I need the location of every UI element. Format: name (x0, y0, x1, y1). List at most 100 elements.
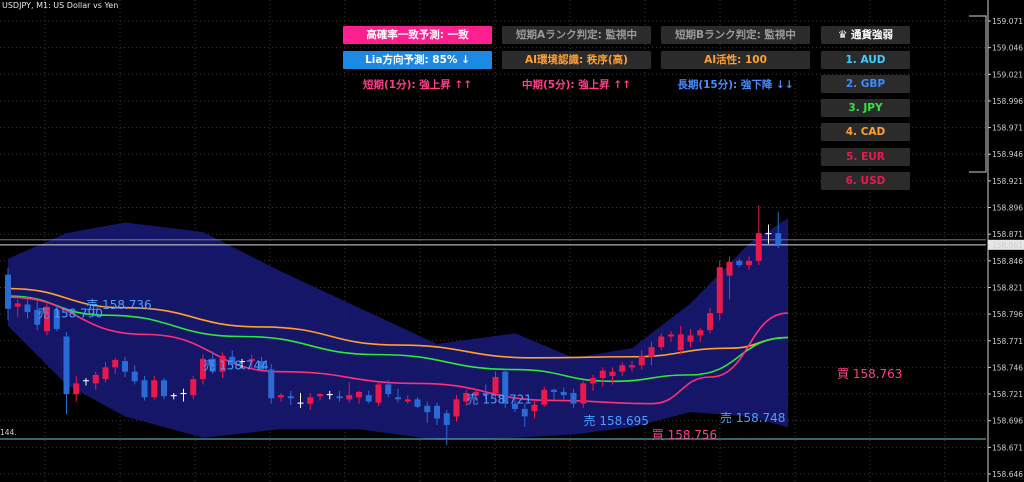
candle-body (629, 365, 635, 368)
candle-body (190, 379, 197, 396)
price-tick-label: 158.971 (992, 124, 1023, 133)
candle-body (375, 384, 382, 403)
candle-body (609, 371, 616, 376)
candle-body (336, 396, 343, 399)
strength-rank-1[interactable]: 1. AUD (821, 51, 910, 69)
price-tick-label: 158.846 (992, 257, 1023, 266)
candle-body (473, 391, 479, 396)
candle-body (170, 395, 177, 397)
candle-body (287, 396, 294, 399)
window-title: USDJPY, M1: US Dollar vs Yen (2, 1, 119, 10)
ai-activity[interactable]: AI活性: 100 (661, 51, 810, 69)
candle-body (34, 309, 41, 325)
crown-icon: ♛ (837, 29, 848, 41)
ma-mid-line (7, 295, 789, 383)
candle-body (24, 304, 31, 312)
candle-body (716, 267, 723, 314)
candle-body (599, 370, 606, 379)
candle-body (385, 384, 392, 395)
price-tick-label: 158.821 (992, 283, 1023, 292)
candle-body (648, 347, 655, 357)
candle-body (356, 391, 362, 398)
candle-body (268, 369, 275, 399)
price-tick-label: 158.696 (992, 417, 1023, 426)
rank-b-status[interactable]: 短期Bランク判定: 監視中 (661, 26, 810, 44)
price-tick-label: 158.921 (992, 177, 1023, 186)
candle-body (365, 395, 372, 402)
price-tick-label: 158.646 (992, 470, 1023, 479)
sell-signal-label: 売 158.721 (467, 392, 532, 407)
candle-body (765, 233, 772, 235)
candle-body (443, 413, 450, 425)
candle-body (707, 313, 713, 331)
candle-body (414, 399, 421, 407)
candle-body (83, 380, 89, 382)
candle-body (258, 361, 265, 370)
candle-body (317, 394, 323, 397)
candle-body (736, 260, 743, 266)
sell-signal-label: 売 158.736 (86, 297, 151, 312)
candle-body (677, 334, 684, 351)
sell-signal-label: 売 158.790 (38, 305, 103, 320)
sell-signal-label: 売 158.744 (203, 358, 268, 373)
candle-body (775, 233, 782, 245)
candle-body (102, 367, 109, 380)
price-tick-label: 158.746 (992, 363, 1023, 372)
candle-body (5, 274, 11, 309)
candle-body (248, 358, 255, 362)
price-tick-label: 158.946 (992, 150, 1023, 159)
candle-body (482, 392, 489, 396)
candle-body (560, 391, 567, 396)
candle-body (755, 233, 762, 261)
candle-body (541, 389, 548, 405)
candle-body (326, 394, 333, 396)
volatility-band (8, 218, 788, 440)
lia-direction-badge[interactable]: Lia方向予測: 85% ↓ (343, 51, 492, 69)
candle-body (151, 380, 158, 398)
buy-signal-label: 買 158.756 (652, 428, 717, 442)
strength-rank-5[interactable]: 5. EUR (821, 148, 910, 166)
sell-signal-label: 売 158.748 (720, 410, 785, 425)
candle-body (161, 380, 167, 397)
candle-body (404, 399, 411, 402)
candle-body (531, 404, 538, 412)
candle-body (73, 383, 80, 395)
currency-strength-title: 通貨強弱 (851, 29, 894, 41)
current-price-label: 158.861 (992, 241, 1023, 250)
candle-body (122, 361, 128, 372)
current-price-marker (988, 239, 1024, 250)
strength-rank-4[interactable]: 4. CAD (821, 123, 910, 141)
candle-body (63, 336, 70, 395)
candle-body (219, 355, 226, 372)
short-term-trend: 短期(1分): 強上昇 ↑↑ (362, 79, 472, 91)
candle-body (453, 399, 460, 417)
candle-body (131, 371, 138, 382)
strength-rank-6[interactable]: 6. USD (821, 172, 910, 190)
strength-rank-2[interactable]: 2. GBP (821, 75, 910, 93)
candle-body (395, 397, 401, 400)
candle-body (92, 374, 99, 384)
candle-body (14, 303, 21, 307)
strength-rank-3[interactable]: 3. JPY (821, 99, 910, 117)
candle-body (580, 383, 587, 404)
currency-strength-header[interactable]: ♛ 通貨強弱 (821, 26, 910, 44)
candle-body (307, 397, 314, 404)
candle-body (209, 358, 216, 372)
candle-body (512, 403, 518, 409)
candle-body (697, 330, 704, 336)
candle-body (551, 389, 557, 392)
candle-body (726, 261, 733, 276)
ma-fast-line (7, 296, 789, 405)
ai-environment[interactable]: AI環境認識: 秩序(高) (502, 51, 651, 69)
candle-body (44, 306, 50, 332)
price-tick-label: 158.771 (992, 337, 1023, 346)
rank-a-status[interactable]: 短期Aランク判定: 監視中 (502, 26, 651, 44)
candle-body (502, 371, 509, 404)
price-tick-label: 158.671 (992, 443, 1023, 452)
candle-body (434, 405, 440, 419)
candle-body (53, 309, 60, 330)
candle-body (492, 377, 499, 393)
price-tick-label: 158.796 (992, 310, 1023, 319)
consensus-badge[interactable]: 高確率一致予測: 一致 (343, 26, 492, 44)
